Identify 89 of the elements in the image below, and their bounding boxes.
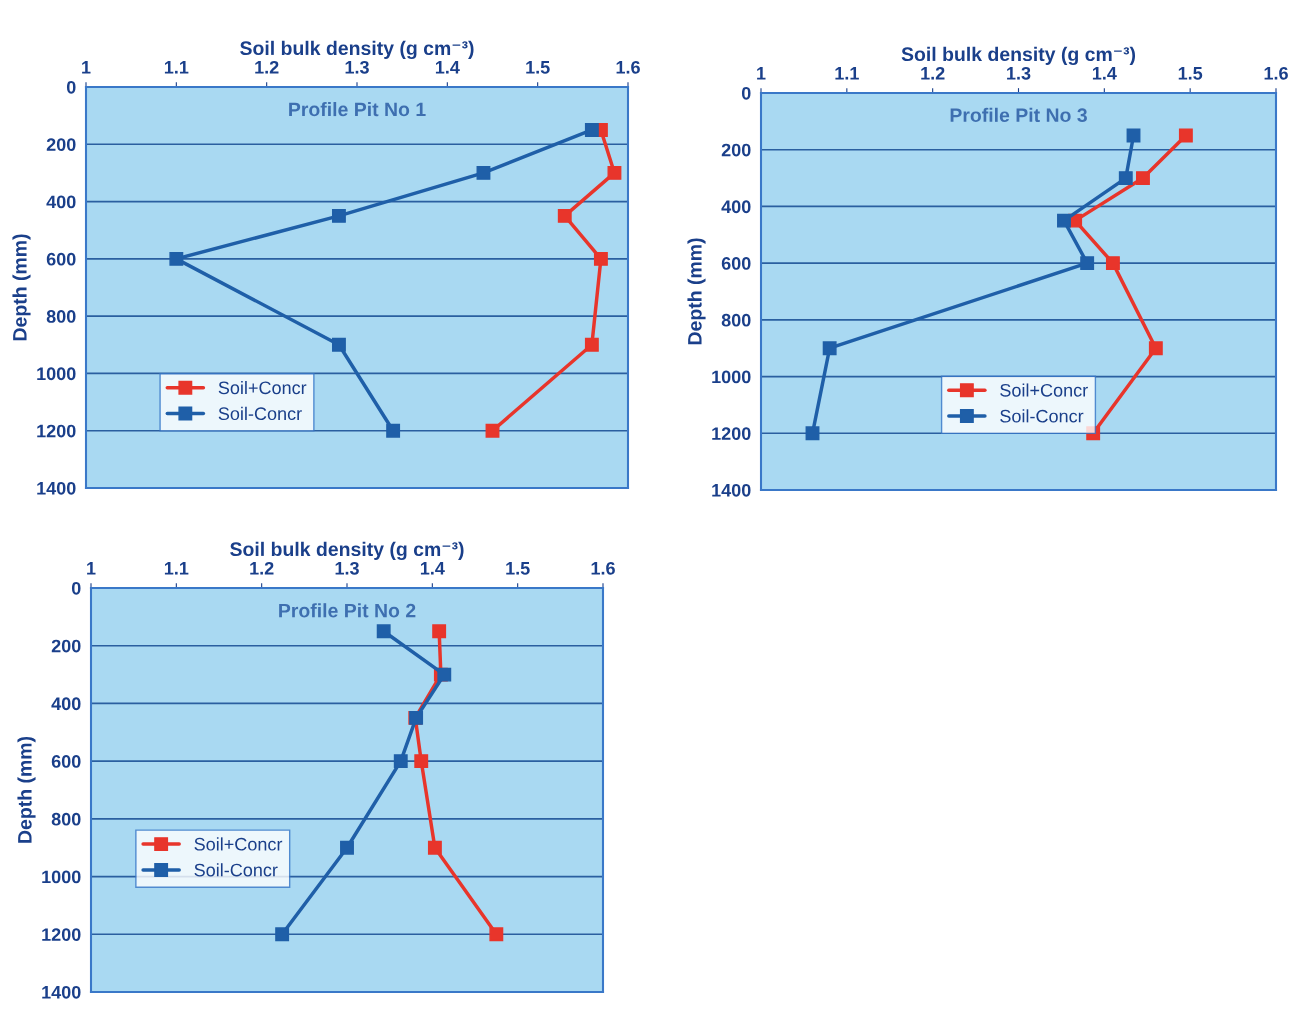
- legend-label: Soil+Concr: [1000, 383, 1088, 397]
- x-tick-label: 1.3: [345, 60, 369, 74]
- y-tick-label: 800: [46, 310, 76, 323]
- text: Profile Pit No 2: [279, 603, 416, 618]
- point: [805, 426, 820, 441]
- point: [1136, 171, 1150, 186]
- y-tick-label: 600: [46, 252, 76, 266]
- y-tick-label: 1200: [37, 424, 76, 438]
- y-tick-label: 1000: [37, 367, 76, 381]
- y-axis-title: Depth (mm): [687, 238, 706, 345]
- x-axis-title: Soil bulk density (g cm⁻³): [901, 46, 1136, 66]
- y-tick-label: 1200: [42, 928, 81, 942]
- x-tick-label: 1.5: [526, 61, 550, 74]
- x-tick-label: 1.1: [835, 67, 859, 80]
- x-tick-label: 1.2: [250, 561, 274, 575]
- x-tick-label: 1.5: [506, 562, 530, 575]
- y-tick-label: 400: [46, 195, 76, 209]
- point: [476, 165, 491, 180]
- y-tick-label: 600: [51, 755, 81, 768]
- point: [822, 341, 837, 356]
- x-tick-label: 1: [87, 562, 96, 575]
- y-tick-label: 0: [741, 86, 751, 100]
- point: [485, 423, 500, 438]
- y-tick-label: 1200: [712, 427, 751, 441]
- point: [169, 251, 184, 266]
- text: Profile Pit No 1: [289, 102, 426, 117]
- point: [1148, 341, 1163, 356]
- x-tick-label: 1.2: [255, 60, 279, 74]
- point: [414, 754, 429, 769]
- point: [331, 337, 346, 352]
- y-tick-label: 200: [51, 639, 81, 653]
- x-tick-label: 1.6: [616, 60, 640, 74]
- point: [340, 840, 354, 855]
- point: [1118, 171, 1133, 186]
- point: [584, 123, 599, 137]
- y-tick-label: 1400: [37, 481, 76, 495]
- x-axis-title: Soil bulk density (g cm⁻³): [230, 541, 464, 561]
- y-tick-label: 1400: [712, 483, 751, 497]
- point: [427, 840, 442, 855]
- x-axis-title: Soil bulk density (g cm⁻³): [240, 40, 474, 60]
- x-tick-label: 1.3: [1007, 66, 1031, 80]
- legend-label: Soil+Concr: [194, 837, 283, 851]
- y-tick-label: 200: [721, 143, 751, 157]
- point: [331, 208, 346, 223]
- y-tick-label: 400: [721, 200, 751, 214]
- point: [557, 208, 572, 223]
- point: [584, 337, 599, 352]
- text: Profile Pit No 3: [950, 107, 1087, 123]
- point: [1057, 213, 1071, 228]
- point: [275, 927, 290, 942]
- y-tick-label: 800: [721, 313, 751, 327]
- legend-label: Soil-Concr: [1000, 409, 1084, 423]
- x-tick-label: 1.1: [164, 562, 189, 575]
- point: [393, 754, 408, 769]
- y-tick-label: 1000: [712, 370, 751, 384]
- x-tick-label: 1.4: [1092, 67, 1117, 80]
- y-tick-label: 600: [721, 257, 751, 270]
- point: [593, 251, 608, 266]
- point: [1105, 256, 1120, 271]
- y-tick-label: 0: [71, 581, 81, 595]
- x-tick-label: 1.5: [1178, 67, 1203, 80]
- x-tick-label: 1.6: [1264, 66, 1288, 80]
- legend-label: Soil-Concr: [194, 863, 278, 877]
- x-tick-label: 1: [757, 67, 766, 80]
- y-axis-title: Depth (mm): [12, 234, 31, 341]
- y-axis-title: Depth (mm): [17, 736, 36, 843]
- legend-label: Soil+Concr: [218, 380, 307, 395]
- legend-label: Soil-Concr: [218, 406, 302, 421]
- point: [376, 624, 391, 639]
- point: [437, 667, 452, 682]
- y-tick-label: 200: [46, 138, 76, 152]
- x-tick-label: 1: [82, 61, 91, 74]
- x-tick-label: 1.6: [591, 561, 615, 575]
- x-tick-label: 1.4: [420, 562, 445, 575]
- x-tick-label: 1.2: [921, 66, 945, 80]
- point: [432, 624, 447, 639]
- point: [1178, 128, 1193, 143]
- y-tick-label: 800: [51, 812, 81, 826]
- point: [1080, 256, 1095, 271]
- y-tick-label: 1400: [42, 985, 81, 999]
- y-tick-label: 0: [66, 80, 76, 94]
- x-tick-label: 1.4: [435, 61, 460, 74]
- point: [489, 927, 504, 942]
- x-tick-label: 1.3: [335, 561, 359, 575]
- y-tick-label: 1000: [42, 870, 81, 884]
- y-tick-label: 400: [51, 697, 81, 711]
- x-tick-label: 1.1: [164, 61, 189, 74]
- point: [386, 423, 401, 438]
- point: [607, 165, 622, 180]
